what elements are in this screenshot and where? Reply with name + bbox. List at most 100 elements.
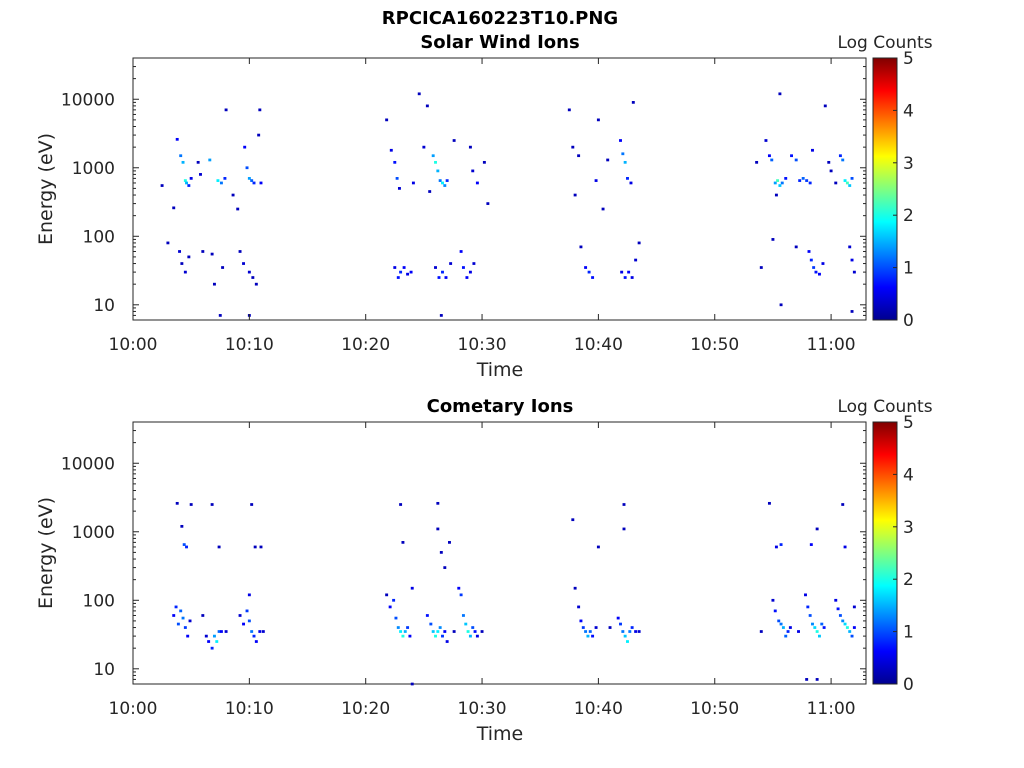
heatmap-cell — [441, 270, 444, 274]
heatmap-cell — [571, 518, 575, 522]
heatmap-cell — [406, 272, 410, 276]
heatmap-cell — [471, 626, 475, 629]
heatmap-cell — [247, 270, 251, 274]
heatmap-cell — [242, 262, 245, 265]
heatmap-cell — [394, 616, 398, 620]
heatmap-cell — [845, 626, 849, 629]
heatmap-cell — [245, 609, 249, 613]
heatmap-cell — [431, 630, 435, 633]
x-tick-label: 10:30 — [458, 699, 507, 719]
heatmap-cell — [843, 179, 847, 182]
heatmap-cell — [573, 586, 577, 590]
heatmap-cell — [465, 276, 469, 279]
heatmap-cell — [770, 158, 774, 162]
heatmap-cell — [457, 586, 461, 590]
heatmap-cell — [179, 154, 183, 158]
heatmap-cell — [606, 158, 610, 162]
heatmap-cell — [794, 245, 798, 249]
heatmap-cell — [461, 266, 465, 269]
heatmap-cell — [468, 270, 472, 274]
heatmap-cell — [410, 682, 414, 686]
y-tick-label: 100 — [83, 227, 115, 247]
heatmap-cell — [773, 609, 777, 613]
heatmap-cell — [784, 634, 788, 638]
heatmap-cell — [827, 160, 831, 164]
heatmap-cell — [852, 626, 856, 629]
heatmap-cell — [176, 622, 180, 626]
heatmap-cell — [187, 255, 191, 259]
panel-solar-wind-ions: Solar Wind Ions 10:00 10:10 10:20 10:30 10:4… — [35, 32, 933, 381]
heatmap-cell — [811, 622, 814, 626]
figure-title: RPCICA160223T10.PNG — [382, 8, 618, 29]
colorbar-tick-label: 2 — [903, 206, 914, 226]
panel-2-colorbar-label: Log Counts — [837, 397, 932, 417]
heatmap-cell — [848, 245, 852, 249]
heatmap-cell — [224, 108, 228, 112]
panel-1-y-axis-label: Energy (eV) — [35, 133, 57, 245]
heatmap-cell — [438, 179, 442, 182]
heatmap-cell — [634, 630, 638, 633]
heatmap-cell — [579, 245, 583, 249]
heatmap-cell — [183, 270, 187, 274]
heatmap-cell — [820, 622, 824, 626]
heatmap-cell — [594, 179, 598, 182]
heatmap-cell — [850, 177, 854, 180]
x-tick-label: 10:30 — [458, 335, 507, 355]
heatmap-cell — [258, 630, 262, 633]
heatmap-cell — [626, 177, 629, 180]
heatmap-cell — [411, 181, 415, 185]
heatmap-cell — [623, 276, 627, 279]
heatmap-cell — [218, 314, 222, 317]
heatmap-cell — [584, 266, 588, 269]
heatmap-cell — [434, 266, 437, 269]
heatmap-cell — [236, 207, 240, 211]
heatmap-cell — [471, 169, 475, 173]
heatmap-cell — [261, 630, 265, 633]
heatmap-cell — [216, 179, 220, 182]
heatmap-cell — [258, 108, 262, 112]
y-tick-label: 1000 — [72, 523, 115, 543]
heatmap-cell — [788, 626, 792, 629]
heatmap-cell — [189, 177, 193, 180]
x-tick-label: 10:00 — [109, 699, 158, 719]
heatmap-cell — [402, 266, 406, 269]
heatmap-cell — [439, 314, 443, 317]
heatmap-cell — [584, 630, 588, 633]
heatmap-cell — [436, 630, 440, 633]
heatmap-cell — [472, 262, 476, 265]
colorbar-tick-label: 3 — [903, 518, 914, 538]
heatmap-cell — [253, 545, 257, 549]
heatmap-cell — [172, 206, 176, 210]
heatmap-cell — [396, 626, 400, 629]
heatmap-cell — [848, 184, 852, 187]
heatmap-cell — [794, 158, 798, 162]
heatmap-cell — [807, 250, 811, 253]
heatmap-cell — [160, 184, 164, 187]
heatmap-cell — [591, 276, 595, 279]
heatmap-cell — [838, 614, 842, 617]
heatmap-cell — [829, 169, 833, 173]
heatmap-cell — [577, 605, 581, 609]
heatmap-cell — [207, 640, 211, 643]
heatmap-cell — [210, 252, 214, 256]
panel-2-colorbar — [872, 421, 898, 685]
y-tick-label: 10000 — [61, 454, 115, 474]
colorbar-tick-label: 5 — [903, 49, 914, 69]
colorbar-tick-label: 4 — [903, 465, 914, 485]
heatmap-cell — [622, 503, 626, 506]
heatmap-cell — [843, 545, 847, 549]
heatmap-cell — [808, 614, 812, 617]
heatmap-cell — [452, 630, 456, 633]
panel-2-y-axis-label: Energy (eV) — [35, 497, 57, 609]
heatmap-cell — [587, 270, 591, 274]
panel-2-x-axis-label: Time — [476, 723, 524, 745]
heatmap-cell — [764, 139, 768, 142]
heatmap-cell — [217, 630, 221, 633]
heatmap-cell — [452, 139, 456, 142]
heatmap-cell — [637, 241, 641, 245]
x-tick-label: 10:10 — [225, 335, 274, 355]
heatmap-cell — [250, 179, 254, 182]
heatmap-cell — [778, 92, 782, 96]
heatmap-cell — [182, 543, 186, 546]
heatmap-cell — [834, 181, 838, 185]
